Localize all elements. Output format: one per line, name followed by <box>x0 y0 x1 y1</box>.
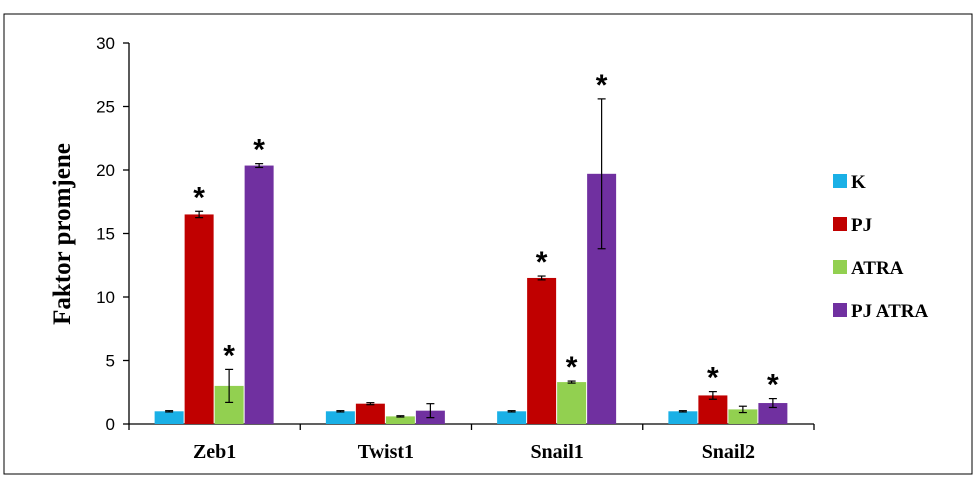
legend-swatch <box>833 303 847 317</box>
y-axis-title: Faktor promjene <box>49 143 76 325</box>
y-tick-label: 20 <box>96 161 115 180</box>
x-tick-label: Snail1 <box>530 441 583 463</box>
y-tick-label: 5 <box>106 352 115 371</box>
bar <box>758 403 788 424</box>
chart-border <box>3 13 973 475</box>
bar <box>728 409 758 424</box>
legend-label: PJ ATRA <box>851 301 929 322</box>
x-tick-label: Snail2 <box>702 441 755 463</box>
plot-area: 0 5 10 15 20 25 30 * * * Zeb1 Twist1 * * * Snail1 * * Snai… <box>96 34 815 463</box>
significance-marker: * <box>193 181 205 214</box>
x-tick-label: Zeb1 <box>193 441 236 463</box>
bar <box>355 403 385 424</box>
significance-marker: * <box>253 134 265 167</box>
bar <box>325 411 355 424</box>
legend-label: K <box>851 172 866 193</box>
significance-marker: * <box>223 339 235 372</box>
significance-marker: * <box>707 362 719 395</box>
y-tick-label: 10 <box>96 288 115 307</box>
legend-swatch <box>833 217 847 231</box>
bar <box>154 411 184 424</box>
bar <box>385 416 415 424</box>
bar <box>698 395 728 424</box>
y-tick-label: 15 <box>96 225 115 244</box>
significance-marker: * <box>536 246 548 279</box>
x-tick-label: Twist1 <box>358 441 414 463</box>
legend-swatch <box>833 260 847 274</box>
bar <box>527 277 557 424</box>
y-tick-label: 25 <box>96 98 115 117</box>
legend: K PJ ATRA PJ ATRA <box>833 172 929 322</box>
bar <box>557 382 587 424</box>
significance-marker: * <box>596 69 608 102</box>
bar <box>497 411 527 424</box>
legend-label: ATRA <box>851 258 904 279</box>
significance-marker: * <box>767 369 779 402</box>
significance-marker: * <box>566 351 578 384</box>
bar <box>184 214 214 424</box>
bar <box>668 411 698 424</box>
y-tick-label: 0 <box>106 415 115 434</box>
y-tick-label: 30 <box>96 34 115 53</box>
legend-label: PJ <box>851 215 872 236</box>
legend-swatch <box>833 174 847 188</box>
bar <box>244 165 274 424</box>
